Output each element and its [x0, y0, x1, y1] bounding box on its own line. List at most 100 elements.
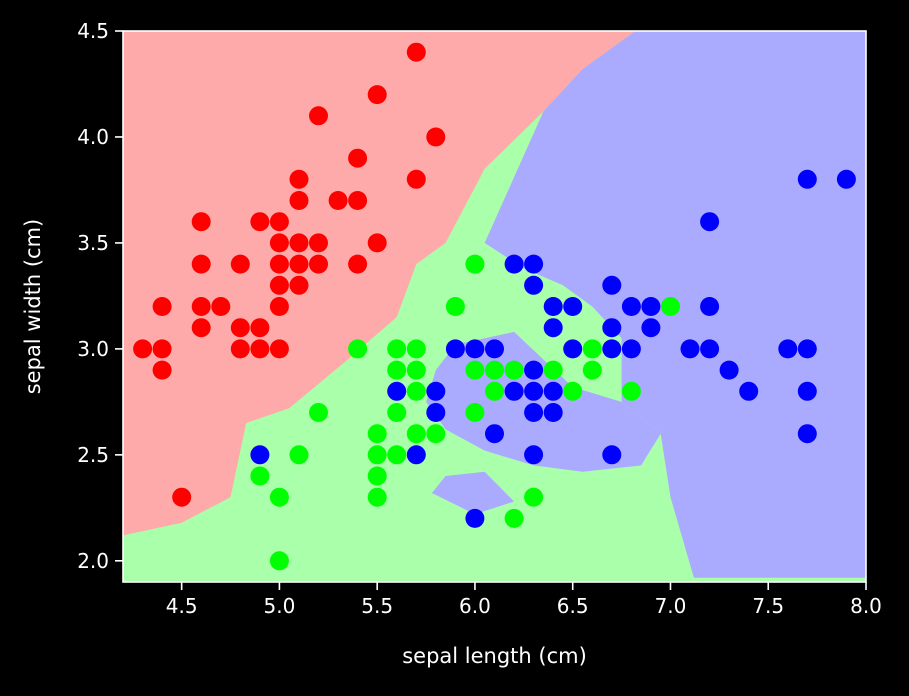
data-point-series2-4	[289, 445, 309, 465]
data-point-series2-29	[543, 360, 563, 380]
data-point-series3-16	[524, 360, 544, 380]
data-point-series3-32	[641, 297, 661, 316]
data-point-series1-22	[269, 212, 289, 232]
data-point-series2-11	[387, 445, 407, 465]
region-blue-island-2	[431, 471, 515, 515]
x-tick-label: 7.5	[752, 594, 784, 618]
data-point-series3-33	[680, 339, 700, 359]
data-point-series2-21	[465, 403, 485, 422]
data-point-series2-7	[367, 487, 387, 507]
data-point-series3-43	[797, 169, 817, 189]
data-point-series1-10	[211, 297, 231, 316]
decision-regions	[123, 31, 866, 582]
data-point-series1-34	[348, 148, 368, 168]
data-point-series3-39	[778, 339, 798, 359]
data-point-series3-30	[621, 297, 641, 316]
scatter-points	[133, 42, 856, 571]
data-point-series1-21	[269, 233, 289, 253]
y-tick-label: 4.5	[77, 19, 109, 43]
data-point-series1-18	[269, 297, 289, 316]
data-point-series1-26	[289, 191, 309, 210]
data-point-series3-4	[426, 403, 446, 422]
x-tick-label: 5.5	[361, 594, 393, 618]
data-point-series3-8	[465, 339, 485, 359]
data-point-series3-3	[406, 445, 426, 465]
data-point-series1-23	[289, 275, 309, 295]
data-point-series1-38	[406, 42, 426, 62]
x-axis-label: sepal length (cm)	[402, 644, 587, 668]
y-tick-label: 3.5	[77, 231, 109, 255]
data-point-series1-11	[230, 339, 250, 359]
data-point-series3-27	[602, 318, 622, 338]
data-point-series3-29	[621, 339, 641, 359]
y-tick-label: 2.0	[77, 549, 109, 573]
data-point-series1-36	[367, 85, 387, 105]
data-point-series1-5	[172, 487, 192, 507]
x-tick-label: 7.0	[655, 594, 687, 618]
data-point-series2-6	[348, 339, 368, 359]
data-point-series2-19	[426, 424, 446, 444]
data-point-series1-14	[250, 339, 270, 359]
data-point-series3-28	[602, 275, 622, 295]
data-point-series1-4	[152, 297, 172, 316]
data-point-series1-30	[309, 106, 328, 126]
data-point-series2-13	[387, 360, 407, 380]
data-point-series2-8	[367, 466, 387, 486]
data-point-series2-16	[406, 381, 426, 401]
data-point-series3-15	[524, 381, 544, 401]
data-point-series3-9	[485, 424, 504, 444]
data-point-series1-28	[309, 254, 328, 274]
data-point-series3-37	[719, 360, 739, 380]
data-point-series3-19	[543, 403, 563, 422]
data-point-series1-15	[250, 318, 270, 338]
data-point-series2-5	[309, 403, 328, 422]
data-point-series2-26	[504, 508, 524, 528]
data-point-series2-3	[269, 487, 289, 507]
data-point-series1-31	[328, 191, 348, 210]
data-point-series1-25	[289, 233, 309, 253]
data-point-series1-27	[289, 169, 309, 189]
data-point-series1-7	[191, 297, 211, 316]
data-point-series1-19	[269, 275, 289, 295]
data-point-series1-37	[406, 169, 426, 189]
data-point-series3-17	[524, 275, 544, 295]
data-point-series3-40	[797, 424, 817, 444]
data-point-series3-10	[485, 339, 504, 359]
data-point-series2-2	[269, 551, 289, 571]
data-point-series3-38	[739, 381, 759, 401]
data-point-series3-14	[524, 403, 544, 422]
data-point-series1-32	[348, 254, 368, 274]
x-tick-label: 6.5	[557, 594, 589, 618]
data-point-series3-11	[504, 381, 524, 401]
data-point-series1-3	[152, 339, 172, 359]
data-point-series3-34	[700, 339, 720, 359]
data-point-series2-27	[504, 360, 524, 380]
region-blue-island-1	[426, 331, 661, 472]
data-point-series3-25	[602, 445, 622, 465]
data-point-series1-16	[250, 212, 270, 232]
axis-ticks: 4.5 5.0 5.5 6.0 6.5 7.0 7.5 8.0 2.0 2.5 3.0 3.5 4.0 4…	[77, 19, 882, 618]
data-point-series1-17	[269, 339, 289, 359]
data-point-series3-20	[543, 381, 563, 401]
data-point-series3-24	[563, 297, 583, 316]
data-point-series2-9	[367, 445, 387, 465]
data-point-series2-17	[406, 360, 426, 380]
data-point-series3-1	[250, 445, 270, 465]
data-point-series3-44	[836, 169, 856, 189]
x-tick-label: 8.0	[850, 594, 882, 618]
data-point-series3-7	[465, 508, 485, 528]
data-point-series3-12	[504, 254, 524, 274]
data-point-series1-35	[367, 233, 387, 253]
data-point-series1-24	[289, 254, 309, 274]
data-point-series3-13	[524, 445, 544, 465]
data-point-series2-1	[250, 466, 270, 486]
data-point-series1-6	[191, 318, 211, 338]
data-point-series3-5	[426, 381, 446, 401]
data-point-series3-22	[543, 297, 563, 316]
data-point-series1-39	[426, 127, 446, 147]
data-point-series1-13	[230, 254, 250, 274]
data-point-series2-14	[387, 339, 407, 359]
data-point-series2-34	[661, 297, 680, 316]
